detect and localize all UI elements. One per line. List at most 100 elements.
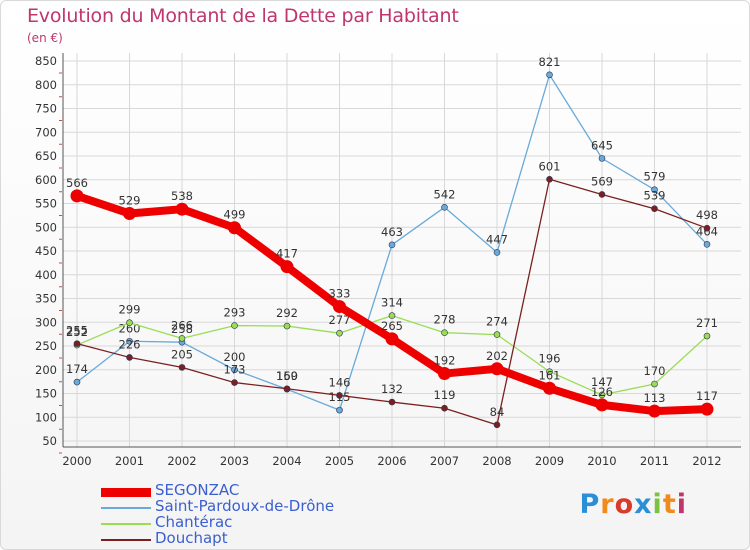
data-label: 126: [591, 385, 613, 399]
y-tick-label: 200: [35, 363, 57, 377]
data-point: [700, 402, 714, 416]
data-label: 274: [486, 315, 508, 329]
data-point: [651, 205, 658, 213]
x-tick-label: 2009: [535, 454, 564, 468]
x-tick-label: 2006: [377, 454, 406, 468]
data-point: [388, 398, 396, 406]
data-label: 463: [381, 225, 403, 239]
data-point: [126, 319, 133, 327]
unit-label: (en €): [27, 31, 63, 45]
data-point: [388, 312, 396, 319]
data-point: [231, 379, 238, 386]
data-label: 539: [644, 189, 666, 203]
x-tick-label: 2008: [482, 454, 511, 468]
data-point: [598, 155, 606, 162]
data-label: 498: [696, 208, 718, 222]
data-label: 200: [224, 350, 246, 364]
data-label: 84: [490, 405, 505, 419]
data-point: [283, 322, 291, 330]
x-tick-label: 2005: [325, 454, 354, 468]
data-label: 174: [66, 362, 88, 376]
chart-title: Evolution du Montant de la Dette par Hab…: [27, 5, 459, 27]
data-label: 278: [434, 313, 456, 327]
data-point: [546, 368, 553, 375]
y-tick-label: 750: [35, 102, 57, 116]
data-point: [231, 322, 238, 329]
data-label: 161: [539, 368, 561, 382]
legend-label: SEGONZAC: [155, 481, 240, 499]
x-tick-label: 2001: [115, 454, 144, 468]
data-label: 447: [486, 232, 508, 246]
logo-letter: o: [614, 489, 635, 520]
series-chant-rac: 252 299 266 293 292 277 314 278 274 196 147 170 271: [66, 296, 718, 399]
data-point: [175, 202, 189, 216]
data-point: [336, 406, 343, 414]
data-label: 529: [119, 193, 141, 207]
series-douchapt: 255 226 205 173 160 146 132 119 84 601 569 539 498: [66, 159, 718, 429]
x-tick-label: 2000: [62, 454, 91, 468]
data-point: [598, 391, 606, 399]
data-point: [703, 224, 711, 232]
y-tick-label: 400: [35, 268, 57, 282]
y-tick-label: 350: [35, 292, 57, 306]
data-label: 132: [381, 382, 403, 396]
data-label: 252: [66, 325, 88, 339]
data-label: 499: [224, 208, 246, 222]
data-point: [651, 186, 658, 194]
data-point: [651, 380, 658, 388]
legend-swatch: [101, 523, 151, 525]
legend-swatch: [101, 487, 151, 497]
data-label: 265: [381, 319, 403, 333]
data-point: [493, 331, 501, 338]
y-tick-label: 850: [35, 54, 57, 68]
data-point: [178, 335, 186, 342]
logo-letter: t: [662, 489, 677, 520]
data-point: [441, 329, 448, 337]
y-tick-label: 600: [35, 173, 57, 187]
data-label: 159: [276, 369, 298, 383]
data-label: 147: [591, 375, 613, 389]
legend-swatch: [101, 507, 151, 509]
data-label: 277: [329, 313, 351, 327]
data-point: [546, 175, 553, 183]
data-label: 538: [171, 189, 193, 203]
data-label: 170: [644, 364, 666, 378]
legend-label: Chantérac: [155, 513, 233, 531]
data-label: 292: [276, 306, 298, 320]
data-label: 146: [329, 375, 351, 389]
data-label: 160: [276, 369, 298, 383]
data-label: 266: [171, 318, 193, 332]
data-point: [703, 332, 711, 340]
data-label: 566: [66, 176, 88, 190]
data-point: [231, 366, 238, 374]
data-label: 293: [224, 306, 246, 320]
data-label: 579: [644, 170, 666, 184]
data-point: [73, 378, 81, 386]
series-saint-pardoux-de-dr-ne: 174260258200159115463542447821645579464: [66, 55, 718, 414]
data-label: 299: [119, 303, 141, 317]
data-point: [546, 71, 553, 79]
y-tick-label: 500: [35, 220, 57, 234]
data-point: [70, 189, 84, 203]
data-point: [126, 337, 133, 345]
data-label: 542: [434, 187, 456, 201]
data-label: 113: [644, 391, 666, 405]
data-point: [336, 392, 343, 399]
data-point: [493, 421, 501, 429]
data-point: [126, 354, 133, 361]
data-point: [598, 191, 606, 198]
data-point: [543, 381, 556, 395]
data-label: 821: [539, 55, 561, 69]
data-point: [441, 204, 448, 211]
data-point: [648, 404, 661, 418]
series-segonzac: 566 529 538 499 417 333 265 192 202 161 126 113 117: [66, 176, 718, 418]
data-label: 314: [381, 296, 403, 310]
data-label: 205: [171, 347, 193, 361]
data-label: 173: [224, 363, 246, 377]
legend-label: Saint-Pardoux-de-Drône: [155, 497, 335, 515]
x-tick-label: 2011: [640, 454, 669, 468]
x-tick-label: 2004: [272, 454, 301, 468]
data-point: [388, 241, 396, 249]
data-point: [178, 364, 186, 371]
